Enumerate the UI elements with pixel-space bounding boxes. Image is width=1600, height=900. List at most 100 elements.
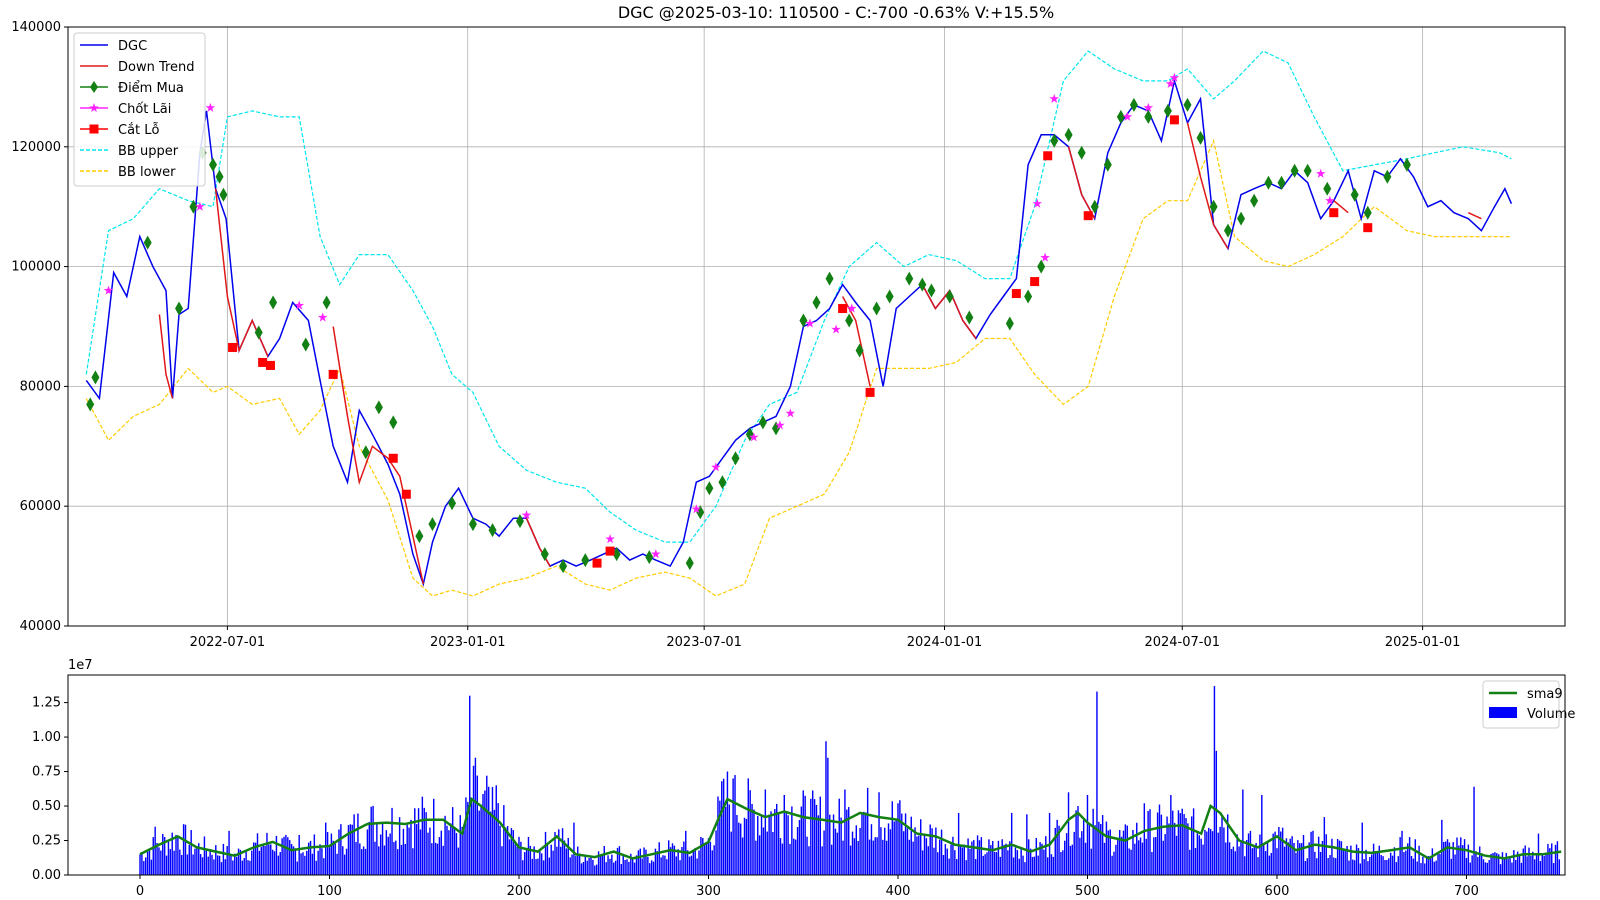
volume-bar [1342, 850, 1345, 875]
volume-bar [709, 841, 712, 875]
volume-bar [239, 849, 242, 875]
volume-bar [249, 860, 251, 875]
volume-bar [1079, 837, 1081, 875]
volume-bar [150, 859, 153, 875]
volume-bar [887, 823, 890, 875]
volume-bar [184, 824, 187, 875]
volume-bar [1204, 829, 1206, 875]
volume-bar [1359, 863, 1362, 875]
volume-bar [307, 842, 310, 875]
volume-bar [891, 801, 894, 875]
volume-bar [1206, 831, 1208, 875]
volume-bar [1181, 808, 1183, 875]
volume-bar [920, 819, 922, 875]
volume-bar [421, 796, 424, 875]
volume-bar [290, 844, 293, 875]
volume-bar [1439, 853, 1441, 875]
volume-bar [338, 829, 340, 875]
y-tick-label: 1.25 [32, 696, 61, 711]
volume-bar [1452, 842, 1454, 875]
volume-bar [601, 853, 604, 875]
volume-bar [1389, 852, 1392, 875]
volume-bar [669, 847, 672, 875]
volume-bar [518, 836, 520, 875]
volume-bar [1494, 852, 1496, 875]
volume-bar [645, 849, 647, 875]
volume-bar [1418, 845, 1420, 875]
volume-bar [774, 809, 776, 875]
volume-bar [857, 840, 859, 875]
volume-bar [1124, 824, 1127, 875]
y-tick-label: 40000 [20, 619, 61, 634]
volume-bar [198, 843, 200, 875]
stop-loss-point [388, 453, 398, 463]
volume-bar [406, 824, 408, 875]
volume-bar [603, 846, 605, 875]
volume-bar [758, 835, 761, 875]
volume-bar [647, 856, 649, 875]
volume-bar [300, 853, 302, 875]
volume-legend: sma9 Volume [1482, 680, 1575, 729]
volume-bar [224, 859, 226, 875]
volume-bar [736, 815, 738, 875]
volume-bar [330, 833, 333, 875]
volume-bar [597, 851, 600, 875]
volume-bar [902, 831, 905, 875]
volume-bar [971, 841, 973, 875]
volume-bar [700, 836, 702, 875]
volume-bar [220, 862, 223, 875]
volume-bar [285, 834, 287, 875]
legend-marker [89, 103, 99, 112]
y-tick-label: 80000 [20, 379, 61, 394]
volume-bar [1414, 839, 1417, 875]
volume-bar [1075, 810, 1077, 875]
volume-bar [1551, 843, 1553, 875]
volume-bar [957, 812, 960, 875]
buy-point [1383, 169, 1392, 184]
volume-bar [533, 846, 535, 875]
volume-bar [552, 850, 554, 875]
volume-bar [1490, 853, 1492, 875]
volume-bar [876, 837, 878, 875]
volume-bar [287, 837, 289, 875]
volume-bar [1043, 849, 1045, 875]
volume-bar [342, 846, 344, 875]
take-profit-point [775, 420, 785, 430]
volume-bar [539, 849, 541, 875]
volume-bar [569, 857, 571, 875]
volume-bar [1249, 830, 1252, 875]
volume-bar [1515, 859, 1517, 875]
volume-bar [868, 839, 871, 875]
volume-bar [1541, 854, 1543, 875]
volume-bar [948, 858, 950, 875]
volume-bar [762, 827, 765, 875]
volume-bar [1401, 830, 1403, 875]
volume-bar [724, 806, 727, 875]
volume-bar [802, 790, 804, 875]
buy-point [559, 559, 568, 574]
volume-bar [728, 804, 731, 875]
volume-bar [370, 806, 372, 875]
volume-bar [605, 862, 607, 875]
volume-bar [1062, 850, 1064, 875]
volume-bar [974, 859, 977, 875]
take-profit-point [195, 201, 205, 211]
volume-bar [298, 835, 300, 875]
volume-bar [599, 856, 602, 875]
volume-bar [878, 792, 880, 875]
volume-bar [866, 787, 869, 875]
volume-bar [520, 841, 522, 875]
buy-point [488, 523, 497, 538]
volume-bar [1497, 854, 1500, 875]
take-profit-point [1049, 93, 1059, 103]
volume-bar [180, 854, 183, 875]
volume-bar [1247, 833, 1250, 875]
take-profit-point [605, 534, 615, 544]
volume-bar [1276, 848, 1278, 875]
volume-bar [546, 843, 549, 875]
volume-bar [734, 775, 736, 875]
volume-bar [967, 838, 969, 875]
volume-bar [938, 839, 941, 875]
buy-point [1303, 163, 1312, 178]
volume-bar [1530, 855, 1532, 875]
